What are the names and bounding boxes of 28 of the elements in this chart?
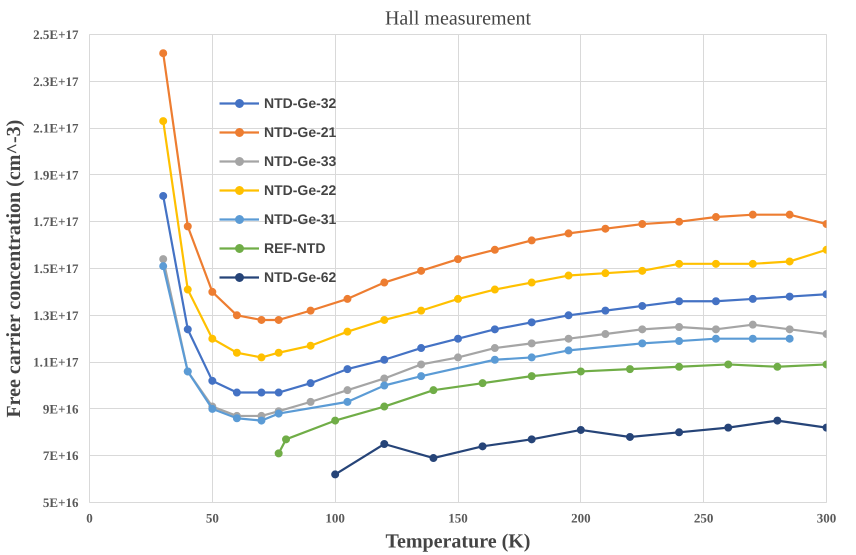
y-tick-label: 1.7E+17 [33,214,79,230]
x-tick-label: 200 [571,510,591,526]
legend-label: NTD-Ge-21 [264,124,336,140]
legend-label: REF-NTD [264,240,326,256]
x-tick-label: 100 [325,510,345,526]
x-tick-label: 0 [86,510,93,526]
y-tick-label: 2.5E+17 [33,27,79,42]
y-tick-label: 7E+16 [42,448,79,464]
x-tick-label: 250 [694,510,714,526]
legend-label: NTD-Ge-31 [264,211,336,227]
y-tick-label: 1.3E+17 [33,308,79,323]
y-tick-label: 5E+16 [42,495,79,510]
chart-title: Hall measurement [384,8,532,30]
legend-label: NTD-Ge-33 [264,153,336,169]
y-tick-label: 9E+16 [42,401,79,416]
x-tick-label: 150 [448,510,468,526]
y-axis-title: Free carrier concentration (cm^-3) [3,120,26,418]
x-tick-label: 50 [206,510,219,526]
y-tick-label: 1.9E+17 [33,167,79,182]
x-axis-title: Temperature (K) [386,530,530,552]
y-tick-label: 1.1E+17 [33,354,79,370]
y-tick-label: 1.5E+17 [33,261,79,276]
legend-label: NTD-Ge-62 [264,269,336,285]
y-tick-label: 2.1E+17 [33,120,79,136]
legend-label: NTD-Ge-32 [264,95,336,111]
y-tick-label: 2.3E+17 [33,74,79,89]
legend-label: NTD-Ge-22 [264,182,336,198]
x-tick-label: 300 [816,510,836,526]
